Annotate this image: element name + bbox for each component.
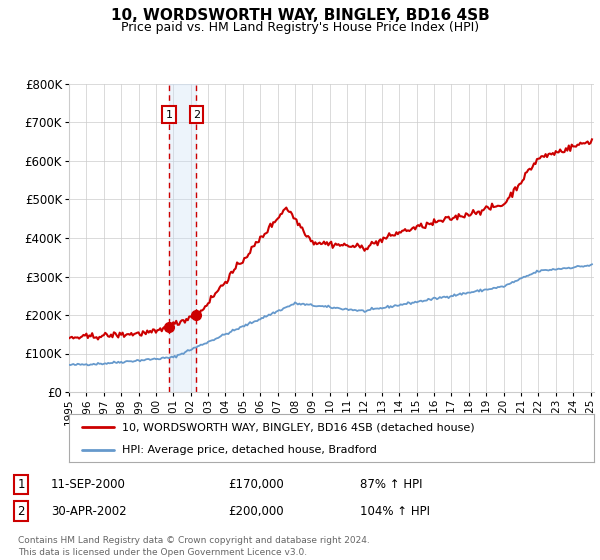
- Text: 2: 2: [193, 110, 200, 120]
- Text: 30-APR-2002: 30-APR-2002: [51, 505, 127, 518]
- Text: £170,000: £170,000: [228, 478, 284, 491]
- Text: Contains HM Land Registry data © Crown copyright and database right 2024.
This d: Contains HM Land Registry data © Crown c…: [18, 536, 370, 557]
- Text: 1: 1: [17, 478, 25, 491]
- Text: 104% ↑ HPI: 104% ↑ HPI: [360, 505, 430, 518]
- Text: £200,000: £200,000: [228, 505, 284, 518]
- Text: Price paid vs. HM Land Registry's House Price Index (HPI): Price paid vs. HM Land Registry's House …: [121, 21, 479, 34]
- Text: 2: 2: [17, 505, 25, 518]
- Text: 87% ↑ HPI: 87% ↑ HPI: [360, 478, 422, 491]
- Text: 1: 1: [166, 110, 172, 120]
- Text: 11-SEP-2000: 11-SEP-2000: [51, 478, 126, 491]
- Text: 10, WORDSWORTH WAY, BINGLEY, BD16 4SB: 10, WORDSWORTH WAY, BINGLEY, BD16 4SB: [110, 8, 490, 24]
- Bar: [169, 84, 196, 392]
- Text: HPI: Average price, detached house, Bradford: HPI: Average price, detached house, Brad…: [121, 445, 376, 455]
- Text: 10, WORDSWORTH WAY, BINGLEY, BD16 4SB (detached house): 10, WORDSWORTH WAY, BINGLEY, BD16 4SB (d…: [121, 422, 474, 432]
